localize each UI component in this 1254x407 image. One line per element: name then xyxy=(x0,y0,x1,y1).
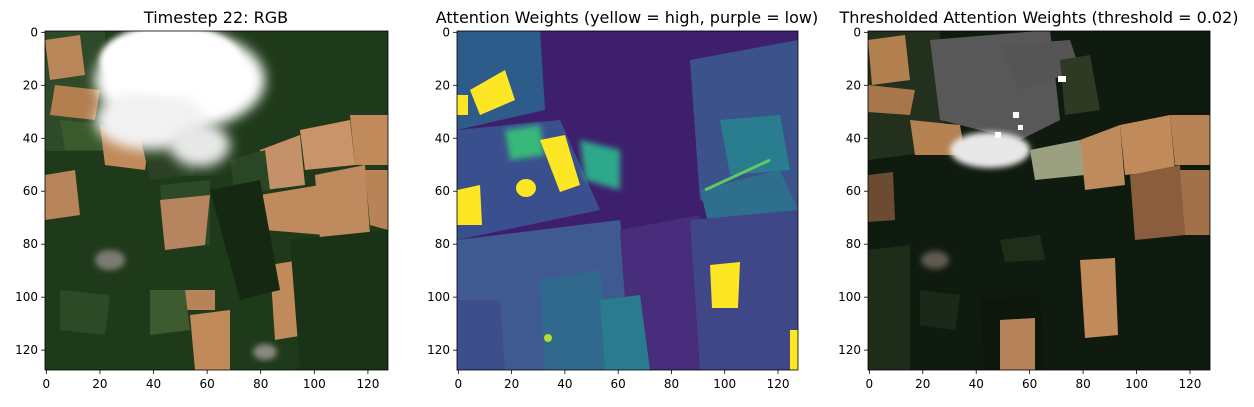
attention-x-tick-label: 80 xyxy=(664,377,679,391)
panel-title-rgb: Timestep 22: RGB xyxy=(143,8,288,27)
attention-axes-frame xyxy=(456,30,799,371)
thresholded-y-tick-label: 100 xyxy=(838,290,861,304)
attention-y-tick-label: 80 xyxy=(435,237,450,251)
rgb-y-tick-label: 0 xyxy=(30,25,38,39)
rgb-x-tick-label: 100 xyxy=(303,377,326,391)
thresholded-y-tick-label: 120 xyxy=(838,343,861,357)
attention-y-tick-label: 100 xyxy=(427,290,450,304)
rgb-x-tick-label: 60 xyxy=(199,377,214,391)
thresholded-y-tick-label: 20 xyxy=(846,78,861,92)
attention-x-tick-label: 120 xyxy=(767,377,790,391)
rgb-y-tick-label: 80 xyxy=(23,237,38,251)
rgb-y-tick-label: 40 xyxy=(23,131,38,145)
thresholded-x-tick-label: 0 xyxy=(866,377,874,391)
rgb-x-tick-label: 120 xyxy=(356,377,379,391)
rgb-axes-frame xyxy=(44,30,389,371)
attention-x-tick-label: 60 xyxy=(611,377,626,391)
thresholded-y-tick-label: 0 xyxy=(853,25,861,39)
attention-x-tick-label: 20 xyxy=(504,377,519,391)
rgb-y-tick-label: 120 xyxy=(15,343,38,357)
panel-title-attention: Attention Weights (yellow = high, purple… xyxy=(436,8,819,27)
thresholded-x-tick-label: 60 xyxy=(1022,377,1037,391)
attention-y-tick-label: 20 xyxy=(435,78,450,92)
panel-title-thresholded: Thresholded Attention Weights (threshold… xyxy=(838,8,1238,27)
rgb-image xyxy=(45,31,388,370)
rgb-x-tick-label: 0 xyxy=(43,377,51,391)
thresholded-y-tick-label: 80 xyxy=(846,237,861,251)
thresholded-axes-frame xyxy=(867,30,1211,371)
rgb-y-tick-label: 100 xyxy=(15,290,38,304)
rgb-x-tick-label: 40 xyxy=(146,377,161,391)
rgb-x-tick-label: 20 xyxy=(92,377,107,391)
thresholded-x-tick-label: 100 xyxy=(1125,377,1148,391)
tick-layer: 0 20 40 60 80 100 120 0 20 40 60 80 100 120 0 20 40 60 80 1… xyxy=(15,25,1201,391)
rgb-y-tick-label: 60 xyxy=(23,184,38,198)
thresholded-x-tick-label: 120 xyxy=(1179,377,1202,391)
thresholded-image xyxy=(868,31,1210,370)
attention-y-tick-label: 120 xyxy=(427,343,450,357)
rgb-x-tick-label: 80 xyxy=(253,377,268,391)
thresholded-y-tick-label: 60 xyxy=(846,184,861,198)
attention-x-tick-label: 0 xyxy=(455,377,463,391)
attention-heatmap xyxy=(457,31,798,370)
rgb-y-tick-label: 20 xyxy=(23,78,38,92)
thresholded-y-tick-label: 40 xyxy=(846,131,861,145)
attention-y-tick-label: 40 xyxy=(435,131,450,145)
thresholded-x-tick-label: 20 xyxy=(915,377,930,391)
attention-y-tick-label: 60 xyxy=(435,184,450,198)
thresholded-x-tick-label: 40 xyxy=(969,377,984,391)
attention-x-tick-label: 40 xyxy=(557,377,572,391)
thresholded-x-tick-label: 80 xyxy=(1075,377,1090,391)
attention-x-tick-label: 100 xyxy=(713,377,736,391)
attention-y-tick-label: 0 xyxy=(442,25,450,39)
